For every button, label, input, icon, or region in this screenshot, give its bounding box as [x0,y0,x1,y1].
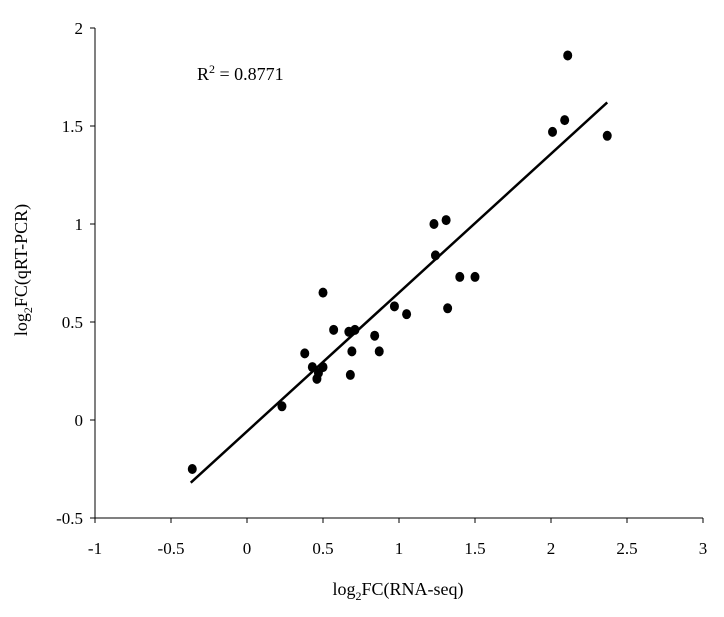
x-tick-label: 2.5 [616,539,637,558]
data-point [441,215,451,226]
data-point [329,324,339,335]
x-tick-labels: -1 -0.5 0 0.5 1 1.5 2 2.5 3 [88,539,707,558]
data-point [548,126,558,137]
x-tick-label: 0.5 [312,539,333,558]
data-point [389,301,399,312]
y-axis-title: log2FC(qRT-PCR) [11,204,35,336]
data-point [443,303,453,314]
data-point [345,369,355,380]
y-tick-labels: 2 1.5 1 0.5 0 -0.5 [56,19,83,528]
data-point [187,464,197,474]
x-tick-label: 1.5 [464,539,485,558]
chart-axes [90,27,704,523]
trendline-group [189,101,609,484]
y-tick-label: 0.5 [62,313,83,332]
x-tick-label: 3 [699,539,708,558]
data-point [402,309,412,320]
data-point [602,130,612,141]
data-point [560,115,570,126]
y-tick-label: 2 [75,19,84,38]
data-point [350,324,360,335]
r-squared-annotation: R2 = 0.8771 [197,62,284,84]
y-tick-label: 0 [75,411,84,430]
x-tick-label: -1 [88,539,102,558]
data-point [300,348,310,359]
data-point [374,346,384,357]
data-point [347,346,357,357]
data-point [370,330,380,341]
data-point [318,362,328,373]
data-point [307,362,317,373]
data-point [430,250,440,261]
y-tick-label: 1 [75,215,84,234]
y-tick-label: 1.5 [62,117,83,136]
data-points [187,50,612,474]
data-point [470,271,480,282]
x-axis-title: log2FC(RNA-seq) [332,579,463,603]
data-point [429,219,439,229]
x-tick-label: 0 [243,539,252,558]
trendline [189,101,609,484]
y-tick-label: -0.5 [56,509,83,528]
data-point [563,50,573,61]
data-point [455,271,465,282]
x-tick-label: -0.5 [158,539,185,558]
data-point [277,401,287,412]
data-point [318,287,328,298]
x-tick-label: 2 [547,539,556,558]
x-tick-label: 1 [395,539,404,558]
